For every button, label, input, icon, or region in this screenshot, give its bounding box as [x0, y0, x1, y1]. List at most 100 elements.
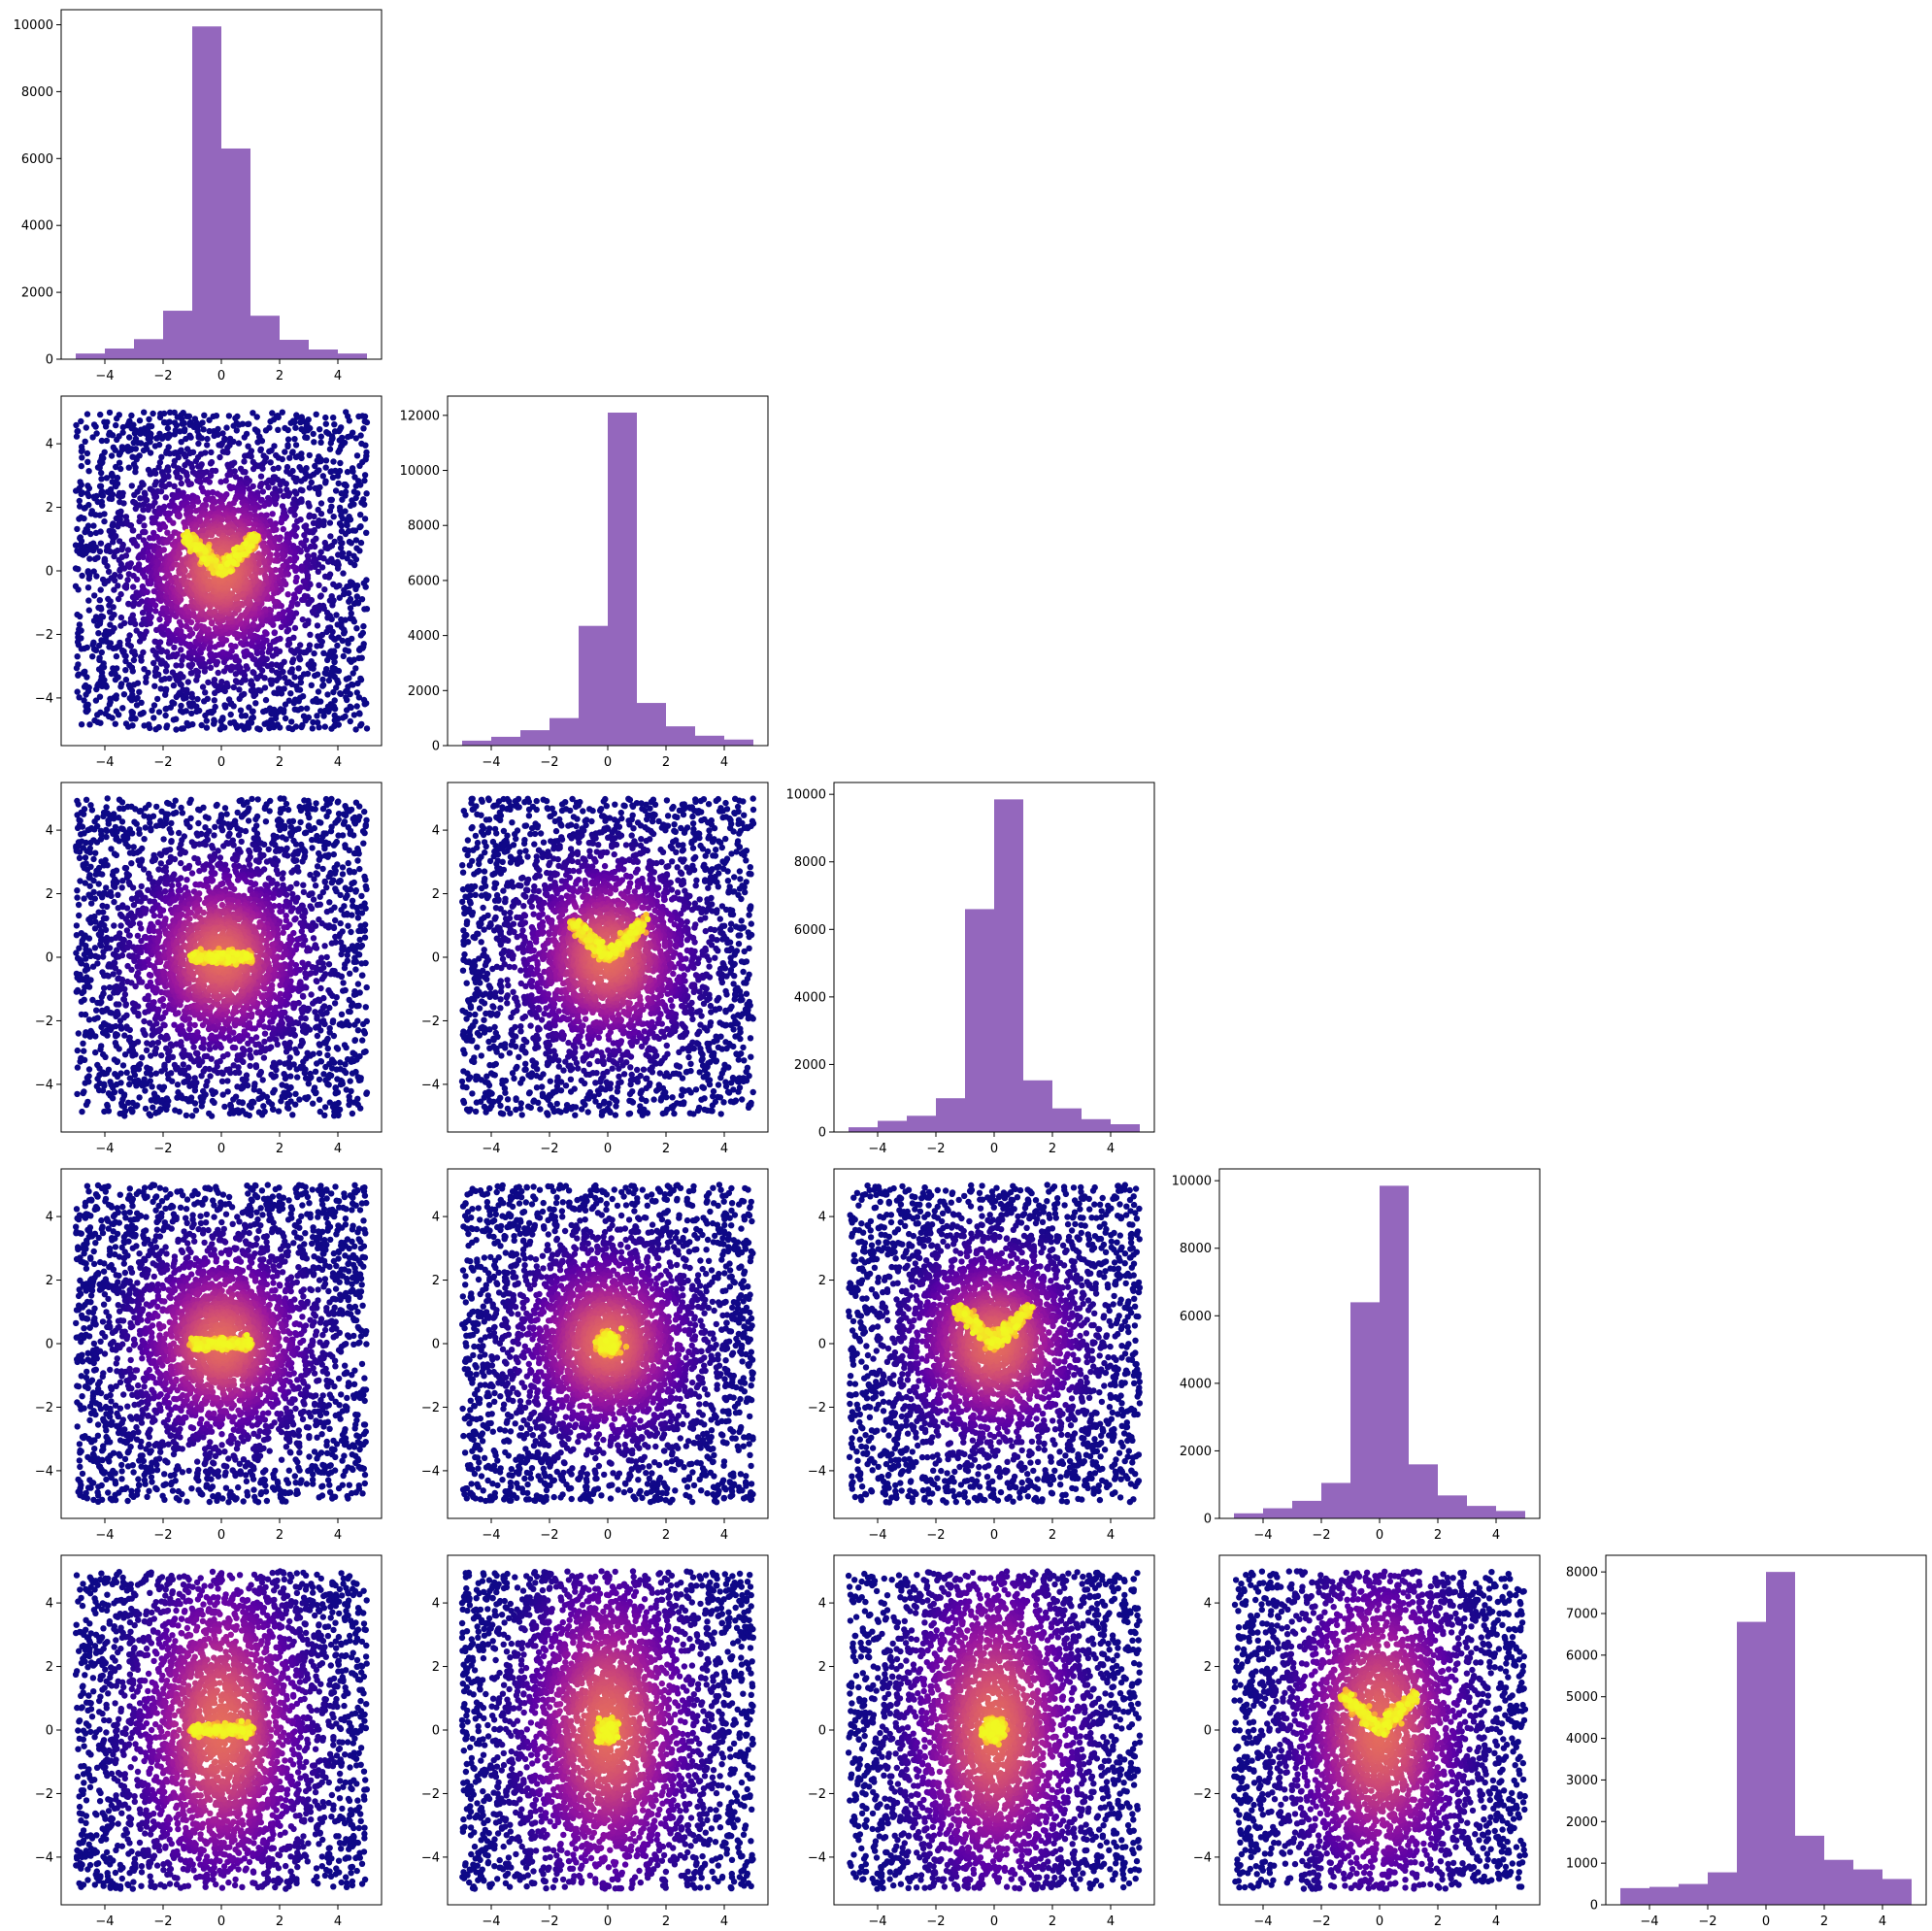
- scatter-point: [104, 1101, 111, 1109]
- scatter-point: [76, 497, 83, 505]
- scatter-point: [334, 473, 342, 480]
- scatter-point: [363, 885, 370, 892]
- scatter-point: [277, 706, 284, 713]
- y-tick-label: 8000: [794, 855, 826, 870]
- scatter-point: [74, 653, 81, 660]
- scatter-point: [354, 915, 362, 921]
- scatter-point: [267, 417, 274, 425]
- scatter-point: [151, 482, 158, 488]
- scatter-point: [227, 568, 234, 575]
- scatter-point: [84, 701, 91, 708]
- scatter-point: [356, 865, 363, 873]
- scatter-point: [103, 827, 111, 835]
- x-tick-label: 2: [1049, 1142, 1056, 1156]
- scatter-point: [316, 1076, 323, 1083]
- scatter-point: [173, 726, 180, 733]
- scatter-point: [298, 467, 305, 474]
- scatter-point: [93, 430, 100, 437]
- scatter-point: [79, 489, 85, 496]
- scatter-point: [186, 641, 194, 649]
- scatter-point: [287, 647, 295, 653]
- scatter-point: [177, 671, 184, 678]
- x-tick-label: 2: [662, 755, 670, 770]
- scatter-point: [275, 454, 282, 461]
- x-tick-label: 4: [720, 755, 728, 770]
- scatter-point: [150, 410, 156, 417]
- scatter-point: [265, 483, 272, 491]
- scatter-point: [118, 681, 125, 687]
- scatter-point: [173, 716, 180, 722]
- scatter-point: [178, 480, 184, 487]
- histogram-bar: [1824, 1859, 1853, 1905]
- scatter-point: [354, 1095, 361, 1103]
- scatter-point: [227, 711, 234, 718]
- scatter-point: [334, 1076, 341, 1082]
- scatter-point: [316, 582, 322, 588]
- scatter-point: [206, 479, 213, 485]
- scatter-point: [233, 427, 240, 434]
- scatter-point: [359, 1020, 367, 1028]
- scatter-point: [201, 412, 208, 418]
- scatter-point: [291, 436, 298, 443]
- scatter-point: [81, 895, 87, 902]
- scatter-point: [158, 435, 166, 442]
- scatter-point: [352, 726, 359, 733]
- scatter-point: [357, 675, 364, 683]
- scatter-point: [150, 1090, 158, 1097]
- scatter-point: [84, 1098, 91, 1106]
- histogram-bar: [550, 717, 579, 746]
- y-tick-label: 6000: [408, 574, 440, 588]
- scatter-point: [225, 696, 233, 703]
- y-tick-label: 7000: [1566, 1608, 1598, 1622]
- scatter-point: [136, 688, 143, 695]
- scatter-point: [112, 572, 118, 579]
- scatter-point: [96, 654, 103, 661]
- scatter-point: [82, 1011, 89, 1018]
- scatter-point: [269, 511, 276, 517]
- scatter-point: [255, 1109, 263, 1115]
- scatter-point: [353, 593, 360, 600]
- scatter-point: [340, 652, 347, 660]
- scatter-point: [317, 708, 324, 715]
- scatter-point: [321, 723, 328, 730]
- scatter-point: [293, 490, 300, 497]
- scatter-point: [90, 855, 97, 863]
- scatter-point: [92, 647, 100, 653]
- y-tick-label: 4000: [1180, 1377, 1212, 1391]
- scatter-point: [96, 597, 104, 604]
- scatter-point: [289, 1112, 296, 1118]
- scatter-point: [78, 417, 84, 425]
- scatter-point: [321, 845, 328, 852]
- x-tick-label: 0: [1376, 1528, 1383, 1543]
- scatter-point: [314, 719, 321, 726]
- scatter-point: [227, 484, 234, 492]
- scatter-point: [268, 716, 275, 723]
- scatter-point: [362, 876, 369, 883]
- scatter-point: [138, 598, 146, 605]
- scatter-point: [117, 465, 124, 473]
- scatter-point: [115, 583, 121, 589]
- scatter-point: [277, 482, 283, 488]
- scatter-point: [311, 551, 317, 558]
- scatter-point: [232, 551, 239, 558]
- scatter-point: [337, 690, 344, 697]
- scatter-point: [148, 422, 155, 430]
- scatter-point: [85, 597, 92, 604]
- scatter-point: [182, 567, 188, 574]
- scatter-point: [127, 643, 134, 649]
- y-tick-label: 4: [46, 438, 53, 452]
- scatter-point: [297, 642, 304, 649]
- scatter-point: [287, 690, 294, 697]
- scatter-point: [85, 1016, 93, 1023]
- scatter-point: [75, 671, 83, 678]
- scatter-point: [120, 691, 128, 698]
- scatter-point: [113, 692, 120, 699]
- histogram-bar: [250, 316, 280, 359]
- y-tick-label: 2: [46, 501, 53, 516]
- scatter-point: [281, 658, 287, 665]
- scatter-point: [156, 414, 164, 421]
- scatter-point: [97, 540, 105, 547]
- scatter-point: [189, 700, 196, 707]
